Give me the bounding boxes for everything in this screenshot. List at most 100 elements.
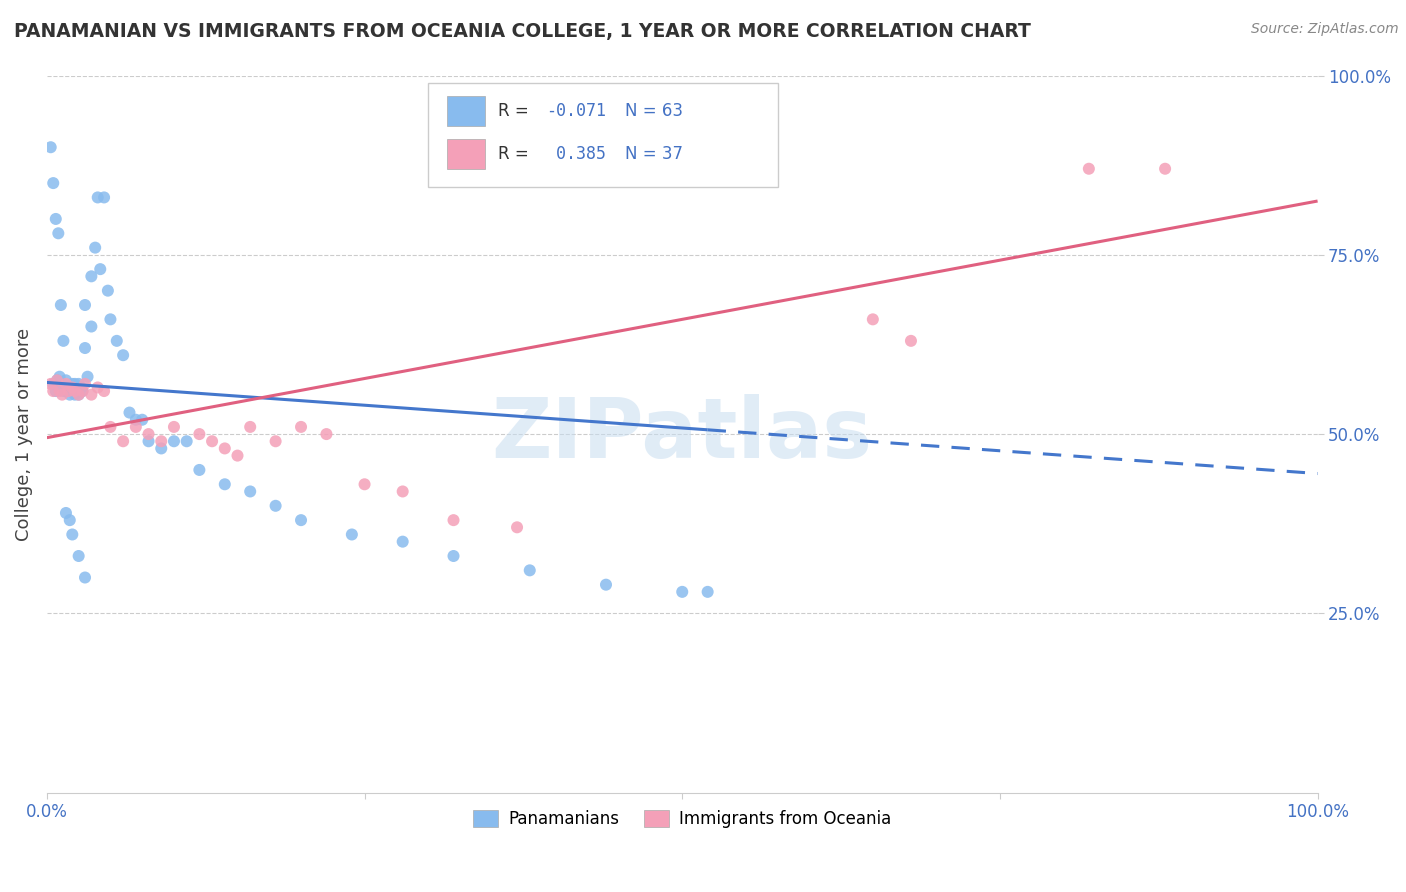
Point	[112, 434, 135, 449]
Point	[55, 373, 77, 387]
Point	[150, 434, 173, 449]
Point	[45, 384, 67, 398]
Point	[48, 384, 70, 398]
Point	[214, 442, 236, 456]
Point	[290, 513, 312, 527]
Point	[226, 449, 249, 463]
Point	[39, 376, 62, 391]
Text: PANAMANIAN VS IMMIGRANTS FROM OCEANIA COLLEGE, 1 YEAR OR MORE CORRELATION CHART: PANAMANIAN VS IMMIGRANTS FROM OCEANIA CO…	[14, 22, 1031, 41]
Point	[42, 376, 65, 391]
Point	[73, 570, 96, 584]
Text: -0.071: -0.071	[547, 103, 606, 120]
Point	[76, 369, 98, 384]
Point	[900, 334, 922, 348]
Point	[60, 380, 83, 394]
Point	[59, 513, 82, 527]
Point	[46, 373, 69, 387]
Point	[73, 341, 96, 355]
Text: R =: R =	[498, 103, 534, 120]
Point	[239, 420, 262, 434]
Point	[46, 227, 69, 241]
Point	[48, 380, 70, 394]
Point	[118, 406, 141, 420]
Point	[138, 434, 160, 449]
Point	[671, 585, 693, 599]
Point	[67, 376, 90, 391]
Point	[138, 427, 160, 442]
Point	[176, 434, 198, 449]
Point	[46, 373, 69, 387]
Point	[39, 140, 62, 154]
Point	[188, 463, 211, 477]
Point	[51, 387, 73, 401]
Point	[443, 549, 465, 563]
Point	[55, 506, 77, 520]
Point	[264, 499, 287, 513]
Point	[49, 298, 72, 312]
Point	[214, 477, 236, 491]
Point	[391, 534, 413, 549]
Point	[112, 348, 135, 362]
Point	[80, 319, 103, 334]
Point	[264, 434, 287, 449]
Point	[63, 384, 86, 398]
Point	[55, 376, 77, 391]
Y-axis label: College, 1 year or more: College, 1 year or more	[15, 327, 32, 541]
Point	[51, 376, 73, 391]
Point	[443, 513, 465, 527]
Text: 0.385: 0.385	[547, 145, 606, 163]
Point	[1077, 161, 1099, 176]
Point	[80, 387, 103, 401]
Point	[93, 190, 115, 204]
Point	[72, 384, 94, 398]
Point	[125, 420, 148, 434]
Point	[86, 380, 108, 394]
Point	[67, 549, 90, 563]
Point	[150, 442, 173, 456]
Point	[519, 563, 541, 577]
Text: N = 63: N = 63	[626, 103, 683, 120]
Point	[70, 380, 93, 394]
Point	[52, 334, 75, 348]
Point	[862, 312, 884, 326]
Point	[89, 262, 111, 277]
Point	[58, 380, 80, 394]
Point	[63, 376, 86, 391]
Point	[48, 369, 70, 384]
Point	[86, 190, 108, 204]
Point	[63, 387, 86, 401]
Point	[97, 284, 120, 298]
Point	[59, 387, 82, 401]
Point	[65, 384, 87, 398]
Point	[131, 413, 153, 427]
Point	[67, 387, 90, 401]
Text: ZIPatlas: ZIPatlas	[492, 393, 873, 475]
Point	[1154, 161, 1177, 176]
Point	[188, 427, 211, 442]
Point	[340, 527, 363, 541]
Point	[391, 484, 413, 499]
Point	[105, 334, 128, 348]
Point	[696, 585, 718, 599]
Point	[315, 427, 337, 442]
Text: R =: R =	[498, 145, 534, 163]
Point	[163, 434, 186, 449]
Point	[73, 298, 96, 312]
Point	[67, 387, 90, 401]
Point	[60, 527, 83, 541]
Point	[595, 577, 617, 591]
Point	[100, 420, 122, 434]
Point	[353, 477, 375, 491]
Point	[45, 211, 67, 226]
Point	[52, 384, 75, 398]
Point	[72, 384, 94, 398]
Point	[60, 376, 83, 391]
Point	[55, 384, 77, 398]
Point	[58, 384, 80, 398]
Point	[42, 176, 65, 190]
Point	[42, 384, 65, 398]
Point	[84, 241, 107, 255]
FancyBboxPatch shape	[447, 96, 485, 127]
FancyBboxPatch shape	[427, 83, 778, 186]
Point	[100, 312, 122, 326]
